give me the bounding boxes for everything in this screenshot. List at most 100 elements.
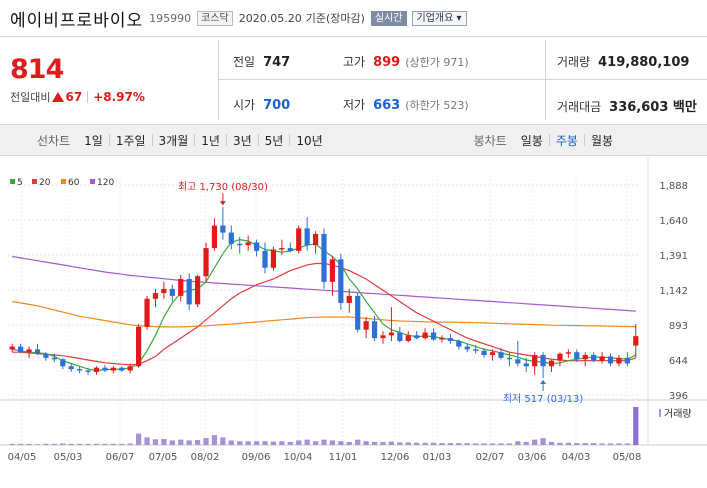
volume-bar <box>591 443 597 445</box>
tab-5y[interactable]: 5년 <box>264 133 284 148</box>
candle-body <box>211 225 218 249</box>
company-overview-dropdown[interactable]: 기업개요 ▾ <box>411 10 467 26</box>
candlestick-chart-svg: 396 644 893 1,142 1,391 1,640 1,888 04/05 05/03 0… <box>0 157 707 485</box>
candle-body <box>9 346 15 350</box>
candle-body <box>228 232 234 244</box>
volume-bar <box>599 443 605 445</box>
y-tick-label: 1,142 <box>659 286 688 297</box>
candle-body <box>287 248 293 251</box>
volume-bar <box>152 439 159 445</box>
candle-body <box>203 248 209 277</box>
volume-bar <box>186 440 192 445</box>
volume-bar <box>237 441 243 445</box>
volume-bar <box>304 439 310 445</box>
stat-high: 고가 899 (상한가 971) <box>343 55 469 70</box>
tab-10y[interactable]: 10년 <box>296 133 323 148</box>
header-divider <box>0 36 707 37</box>
volume-bar <box>388 441 395 445</box>
tab-daily[interactable]: 일봉 <box>520 133 543 148</box>
volume-bar <box>296 440 302 445</box>
volume-bar <box>456 443 462 445</box>
x-tick-label: 05/03 <box>54 452 83 463</box>
volume-bar <box>338 441 344 445</box>
tab-weekly[interactable]: 주봉 <box>555 133 578 148</box>
legend-label: 60 <box>68 178 80 188</box>
stat-amount: 거래대금 336,603 백만 <box>557 100 697 115</box>
candle-chart-label: 봉차트 <box>473 133 507 148</box>
stock-name: 에이비프로바이오 <box>10 10 144 31</box>
volume-bar <box>506 443 512 445</box>
candle-body <box>473 349 479 351</box>
candle-body <box>262 250 268 268</box>
realtime-button[interactable]: 실시간 <box>370 10 407 26</box>
legend-label: 120 <box>97 178 114 188</box>
legend-swatch <box>10 179 15 184</box>
volume-bar <box>557 442 563 445</box>
candle-body <box>422 332 428 339</box>
volume-bar <box>34 444 41 445</box>
tab-3y[interactable]: 3년 <box>232 133 252 148</box>
volume-bar <box>119 443 125 445</box>
min-annotation: 최저 517 (03/13) <box>503 393 584 405</box>
x-tick-label: 02/07 <box>476 452 505 463</box>
tab-monthly[interactable]: 월봉 <box>590 133 614 148</box>
candle-body <box>220 225 226 233</box>
volume-bar <box>346 441 352 445</box>
volume-bar <box>26 443 32 445</box>
candle-body <box>60 359 66 367</box>
volume-bar <box>18 443 24 445</box>
volume-bar <box>262 441 268 445</box>
candle-body <box>380 335 386 339</box>
candle-body <box>346 295 352 303</box>
volume-bar <box>633 407 639 445</box>
volume-bar <box>279 441 285 445</box>
legend-label: 5 <box>17 178 23 188</box>
volume-bar <box>51 443 57 445</box>
volume-legend-swatch <box>659 409 661 417</box>
candle-body <box>557 353 563 361</box>
volume-bar <box>77 443 83 445</box>
candle-body <box>77 369 83 371</box>
volume-bar <box>253 441 260 445</box>
volume-bar <box>321 439 327 445</box>
legend-swatch <box>32 179 37 184</box>
volume-bar <box>178 439 184 445</box>
chart-period-tabs: 선차트 1일 1주일 3개월 1년 3년 5년 10년 봉차트 일봉 주봉 월봉 <box>0 124 707 156</box>
candle-body <box>548 360 555 367</box>
market-badge: 코스닥 <box>197 10 233 26</box>
volume-bar <box>624 443 630 445</box>
candle-body <box>599 356 605 361</box>
legend-label: 20 <box>39 178 51 188</box>
candle-body <box>338 259 344 303</box>
legend-swatch <box>61 179 66 184</box>
tab-1w[interactable]: 1주일 <box>115 133 146 148</box>
tab-1y[interactable]: 1년 <box>201 133 220 148</box>
candle-body <box>161 288 167 294</box>
tab-3m[interactable]: 3개월 <box>158 133 189 148</box>
candle-body <box>136 326 142 367</box>
change-percent: +8.97% <box>93 90 145 104</box>
volume-bar <box>194 440 201 445</box>
volume-bar <box>60 443 66 445</box>
tab-1d[interactable]: 1일 <box>84 133 103 148</box>
candle-body <box>624 357 630 364</box>
candle-body <box>312 233 319 246</box>
volume-bar <box>498 443 504 445</box>
change-value: 67 <box>52 90 82 104</box>
candle-body <box>26 349 32 353</box>
ma60-line <box>12 300 636 328</box>
volume-bar <box>144 437 150 445</box>
candle-body <box>388 332 395 336</box>
candle-body <box>85 370 91 372</box>
volume-bar <box>565 442 571 445</box>
y-tick-label: 1,391 <box>659 251 688 262</box>
candle-body <box>169 288 175 296</box>
volume-bar <box>616 443 622 445</box>
volume-bar <box>515 441 521 445</box>
up-arrow-icon <box>52 92 65 102</box>
candle-body <box>279 248 285 250</box>
legend-swatch <box>90 179 95 184</box>
candle-body <box>321 233 327 282</box>
volume-bar <box>169 440 175 445</box>
volume-bar <box>489 443 496 445</box>
